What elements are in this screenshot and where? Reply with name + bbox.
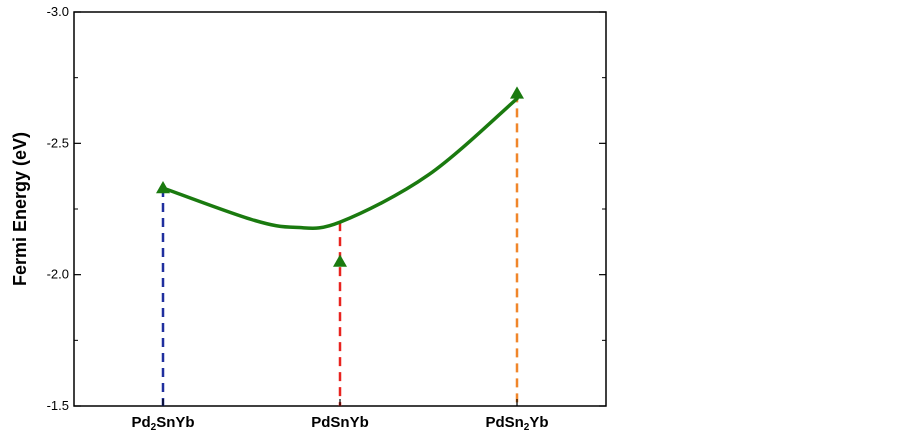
y-axis-title: Fermi Energy (eV) bbox=[10, 132, 30, 286]
y-tick-label: -3.0 bbox=[47, 4, 69, 19]
data-point-marker bbox=[333, 254, 347, 267]
x-tick-label: PdSn2Yb bbox=[485, 414, 548, 433]
y-tick-label: -2.5 bbox=[47, 135, 69, 150]
y-tick-label: -2.0 bbox=[47, 267, 69, 282]
x-tick-label: Pd2SnYb bbox=[131, 414, 194, 433]
data-point-marker bbox=[510, 86, 524, 99]
fit-curve bbox=[161, 96, 519, 230]
x-tick-label: PdSnYb bbox=[311, 414, 369, 431]
y-tick-label: -1.5 bbox=[47, 398, 69, 413]
data-point-marker bbox=[156, 180, 170, 194]
